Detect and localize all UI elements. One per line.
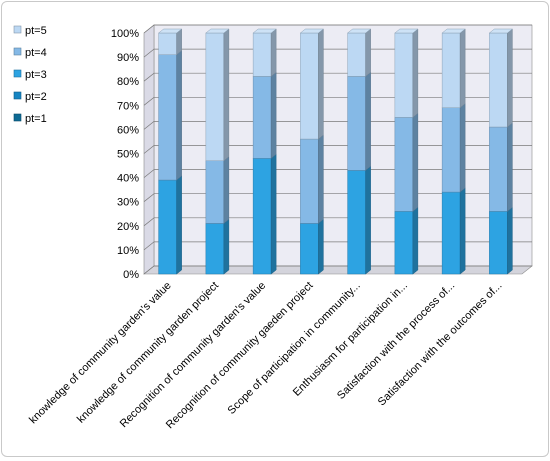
legend-swatch — [13, 47, 22, 56]
bar-segment — [394, 206, 419, 275]
bar-segment — [252, 28, 277, 77]
legend-label: pt=1 — [25, 113, 47, 125]
bar-segment — [346, 28, 372, 77]
y-tick-label: 30% — [117, 197, 139, 209]
legend-swatch — [13, 113, 22, 122]
bar-segment — [205, 218, 230, 275]
bar-segment — [205, 156, 230, 224]
y-tick-label: 40% — [117, 173, 139, 185]
y-tick-label: 0% — [123, 269, 139, 281]
bar-segment — [299, 134, 325, 224]
bar-segment — [441, 28, 466, 109]
bar-segment — [299, 28, 325, 140]
y-tick-label: 70% — [117, 100, 139, 112]
bar-segment — [157, 175, 183, 275]
legend-label: pt=2 — [25, 91, 47, 103]
bar-segment — [346, 165, 372, 275]
legend-label: pt=4 — [25, 47, 47, 59]
bar-segment — [157, 28, 183, 56]
bar-segment — [488, 28, 514, 128]
legend-item: pt=3 — [13, 69, 47, 81]
bar-segment — [346, 71, 372, 171]
legend-item: pt=1 — [13, 113, 47, 125]
legend-swatch — [13, 91, 22, 100]
legend-label: pt=5 — [25, 25, 47, 37]
y-tick-label: 90% — [117, 52, 139, 64]
legend-swatch — [13, 25, 22, 34]
y-tick-label: 80% — [117, 76, 139, 88]
bar-segment — [488, 122, 514, 212]
bar-segment — [157, 50, 183, 181]
y-tick-label: 10% — [117, 245, 139, 257]
bar-segment — [252, 71, 277, 159]
plot-floor — [143, 265, 533, 275]
bar-segment — [441, 103, 466, 193]
bar-segment — [205, 28, 230, 162]
y-tick-label: 60% — [117, 124, 139, 136]
bar-segment — [441, 187, 466, 275]
legend-item: pt=2 — [13, 91, 47, 103]
bar-segment — [394, 28, 419, 118]
legend-swatch — [13, 69, 22, 78]
y-tick-label: 50% — [117, 149, 139, 161]
bar-segment — [394, 112, 419, 212]
legend-label: pt=3 — [25, 69, 47, 81]
legend-item: pt=5 — [13, 25, 47, 37]
y-tick-label: 20% — [117, 221, 139, 233]
gridline — [143, 24, 532, 34]
bar-segment — [488, 206, 514, 275]
y-tick-label: 100% — [111, 28, 139, 40]
stacked-percent-bar-chart: 0%10%20%30%40%50%60%70%80%90%100% knowle… — [13, 24, 533, 431]
bar-segment — [299, 218, 325, 275]
legend-item: pt=4 — [13, 47, 47, 59]
bar-segment — [252, 153, 277, 275]
